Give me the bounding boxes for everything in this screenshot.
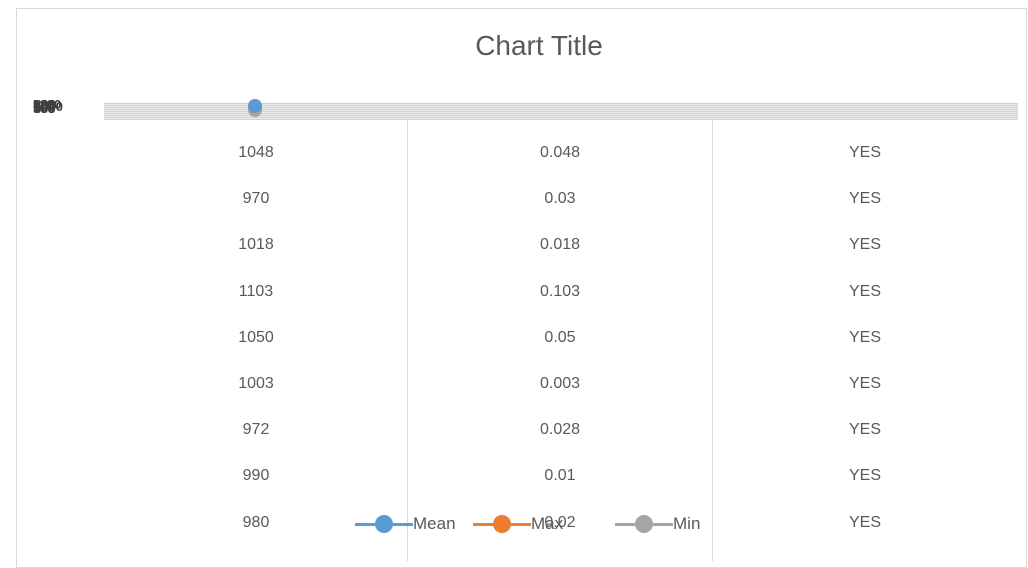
- y-tick-label: 100: [33, 99, 55, 114]
- y-tick-label: 500: [33, 97, 55, 112]
- y-tick-label: 400: [34, 99, 56, 114]
- table-column-divider: [712, 120, 713, 561]
- y-tick-label: 1100: [33, 97, 62, 112]
- data-point-mean: [248, 99, 262, 113]
- table-cell: 0.103: [539, 282, 581, 300]
- legend-marker-swatch: [635, 515, 653, 533]
- plot-area-gridlines: [104, 103, 1018, 120]
- y-tick-label: 700: [33, 99, 55, 114]
- y-tick-label: 1000: [34, 99, 63, 114]
- table-cell: YES: [848, 513, 881, 531]
- legend-label: Mean: [413, 514, 456, 533]
- y-tick-label: 300: [33, 101, 55, 116]
- table-cell: 1050: [238, 328, 274, 346]
- table-cell: 990: [242, 467, 270, 485]
- table-cell: YES: [848, 190, 881, 208]
- table-cell: 1018: [238, 236, 274, 254]
- table-cell: 1103: [238, 282, 274, 300]
- table-cell: 0.03: [544, 190, 576, 208]
- table-cell: 0.028: [539, 421, 581, 439]
- table-cell: 0.01: [544, 467, 576, 485]
- table-cell: YES: [848, 421, 881, 439]
- chart-area: [16, 8, 1027, 568]
- y-tick-label: 200: [34, 97, 56, 112]
- table-cell: YES: [848, 236, 881, 254]
- table-cell: 0.02: [544, 513, 576, 531]
- legend-label: Max: [531, 514, 564, 533]
- table-cell: YES: [848, 328, 881, 346]
- y-tick-label: 800: [34, 97, 56, 112]
- table-cell: 970: [242, 190, 270, 208]
- y-tick-label: 900: [33, 101, 55, 116]
- legend-marker-swatch: [375, 515, 393, 533]
- table-column-divider: [407, 120, 408, 561]
- table-cell: YES: [848, 282, 881, 300]
- table-cell: YES: [848, 375, 881, 392]
- table-cell: 0.05: [544, 328, 576, 346]
- y-tick-label: 600: [34, 101, 56, 116]
- table-cell: 0.003: [539, 375, 581, 392]
- table-cell: 980: [242, 513, 270, 531]
- y-tick-label: 0: [34, 101, 42, 116]
- table-cell: YES: [848, 467, 881, 485]
- legend-marker-swatch: [493, 515, 511, 533]
- table-cell: 0.018: [539, 236, 581, 254]
- table-cell: YES: [848, 144, 881, 161]
- legend-label: Min: [673, 514, 701, 533]
- chart-title: Chart Title: [475, 30, 603, 61]
- table-cell: 0.048: [539, 144, 581, 161]
- table-cell: 972: [242, 421, 270, 439]
- table-cell: 1048: [238, 144, 274, 161]
- table-cell: 1003: [238, 375, 274, 392]
